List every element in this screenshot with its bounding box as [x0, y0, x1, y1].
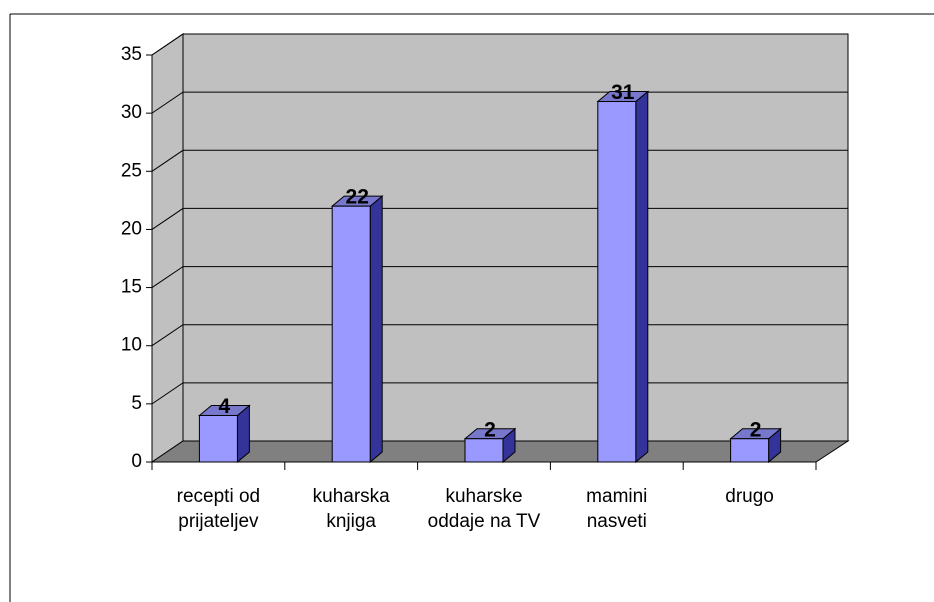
y-tick-label: 25: [121, 160, 142, 181]
y-tick-label: 5: [131, 393, 142, 414]
bar-side: [635, 90, 649, 464]
data-label: 4: [219, 395, 231, 418]
grid-line: [151, 33, 848, 56]
side-wall: [151, 33, 184, 463]
y-tick-label: 0: [131, 451, 142, 472]
data-label: 22: [346, 186, 369, 209]
bar: [198, 414, 238, 463]
x-tick-label: drugo: [725, 486, 774, 507]
bar-side: [369, 195, 383, 464]
y-tick-label: 35: [121, 44, 142, 65]
x-tick-label: kuharska knjiga: [312, 486, 390, 532]
data-label: 2: [750, 418, 762, 441]
x-tick-label: kuharske oddaje na TV: [427, 486, 541, 532]
x-tick-label: recepti od prijateljev: [176, 486, 261, 532]
x-tick-label: mamini nasveti: [586, 486, 648, 532]
data-label: 2: [484, 418, 496, 441]
y-tick-label: 20: [121, 218, 142, 239]
y-tick-label: 30: [121, 102, 142, 123]
bar: [464, 438, 504, 463]
back-wall: [182, 33, 849, 442]
bar: [730, 438, 770, 463]
y-tick-label: 15: [121, 277, 142, 298]
bar: [597, 101, 637, 463]
y-tick-label: 10: [121, 335, 142, 356]
data-label: 31: [611, 81, 635, 104]
bar: [331, 205, 371, 463]
